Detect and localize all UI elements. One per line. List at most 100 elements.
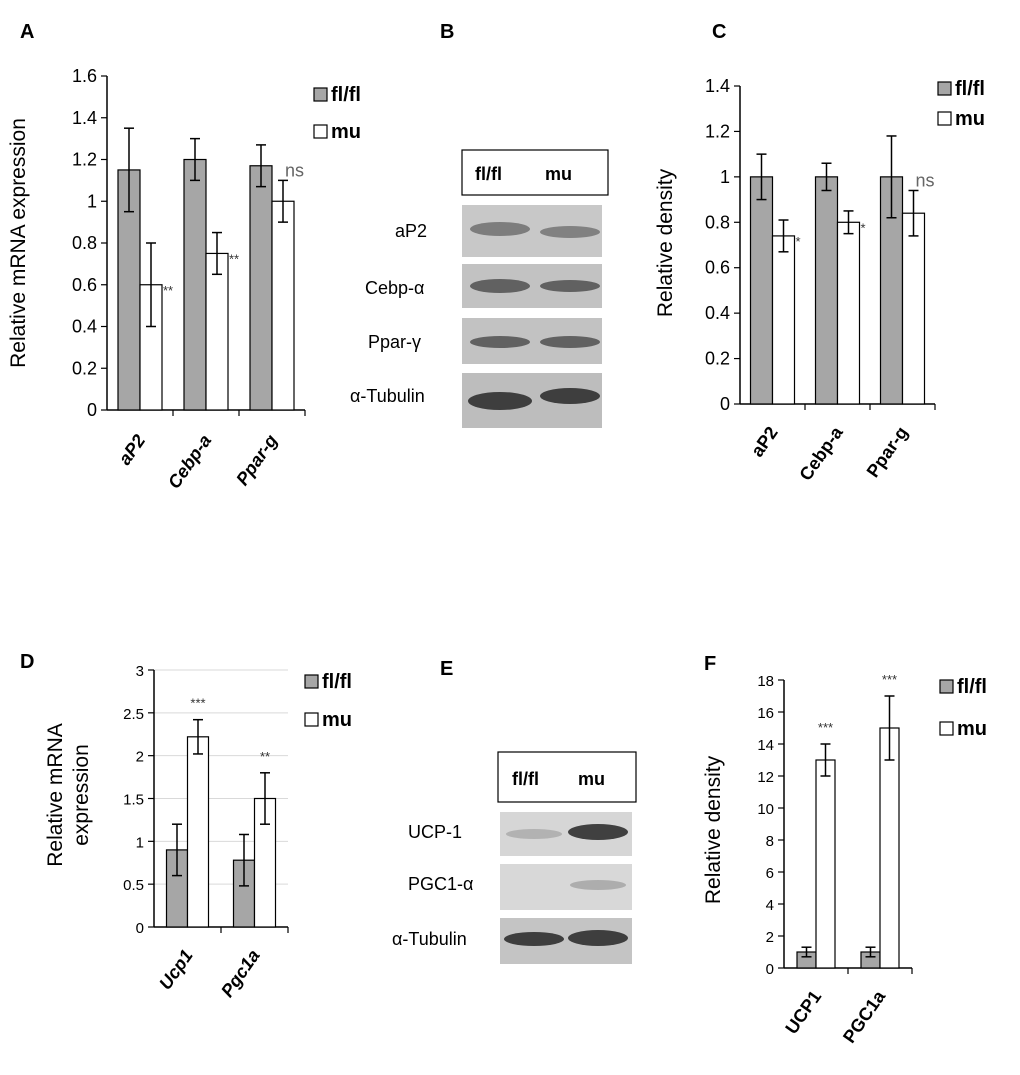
y-tick-label: 0.6 <box>72 275 97 295</box>
y-tick-label: 1 <box>87 191 97 211</box>
category-label: Cebp-a <box>795 422 847 484</box>
blot-b-row-label: α-Tubulin <box>350 386 425 406</box>
bar-mu <box>186 736 210 928</box>
y-tick-label: 1.2 <box>72 150 97 170</box>
significance-label: * <box>796 234 801 249</box>
legend-label: fl/fl <box>322 671 352 693</box>
blot-b-band <box>470 279 530 293</box>
blot-e-band <box>568 824 628 840</box>
y-tick-label: 1.4 <box>705 76 730 96</box>
blot-e-row-label: UCP-1 <box>408 822 462 842</box>
legend-swatch-mu <box>304 712 319 727</box>
y-tick-label: 10 <box>757 801 774 818</box>
bar-mu <box>815 759 836 969</box>
significance-label: ** <box>260 749 270 764</box>
y-tick-label: 0.4 <box>705 303 730 323</box>
y-tick-label: 6 <box>766 865 774 882</box>
panel-label-e: E <box>440 658 453 680</box>
legend-swatch-mu <box>939 721 954 736</box>
y-tick-label: 0.2 <box>72 358 97 378</box>
bar-mu <box>271 200 295 411</box>
category-label: Cebp-a <box>164 431 215 492</box>
y-axis-label: expression <box>70 744 93 846</box>
western-blot-b: fl/fl mu aP2 Cebp-α Ppar-γ α-Tubulin <box>350 149 609 428</box>
legend-label: fl/fl <box>331 84 361 106</box>
blot-e-header-mu: mu <box>578 769 605 789</box>
blot-e-band <box>504 932 564 946</box>
y-tick-label: 14 <box>757 737 774 754</box>
y-tick-label: 2 <box>766 929 774 946</box>
blot-e-band <box>570 880 626 890</box>
y-tick-label: 0 <box>720 394 730 414</box>
category-label: aP2 <box>115 431 150 469</box>
blot-e-row-label: α-Tubulin <box>392 929 467 949</box>
significance-label: * <box>861 220 866 235</box>
blot-e-band <box>568 930 628 946</box>
bar-mu <box>836 221 861 405</box>
chart-panel-f: 0 2 4 6 8 10 12 14 16 18 Relative density UCP1 PGC1a… <box>702 672 987 1047</box>
legend-label: mu <box>955 108 985 130</box>
blot-b-band <box>540 280 600 292</box>
y-tick-label: 3 <box>136 663 144 680</box>
category-label: UCP1 <box>781 987 825 1038</box>
blot-b-band <box>470 336 530 348</box>
y-tick-label: 0.4 <box>72 317 97 337</box>
blot-e-band <box>506 829 562 839</box>
panel-label-d: D <box>20 651 34 673</box>
blot-b-header-mu: mu <box>545 164 572 184</box>
bar-mu <box>879 727 900 969</box>
significance-label: *** <box>818 720 833 735</box>
y-axis-label: Relative mRNA expression <box>7 118 30 368</box>
legend-swatch-flfl <box>313 87 328 102</box>
legend-label: fl/fl <box>955 78 985 100</box>
legend-label: mu <box>322 709 352 731</box>
category-label: Ucp1 <box>155 946 197 994</box>
y-tick-label: 2.5 <box>123 706 144 723</box>
significance-label: ns <box>916 170 935 190</box>
y-tick-label: 2 <box>136 749 144 766</box>
blot-b-band <box>540 226 600 238</box>
significance-label: ** <box>229 251 239 266</box>
blot-b-header-box <box>461 149 609 196</box>
blot-b-band <box>540 336 600 348</box>
bar-mu <box>901 212 926 405</box>
category-label: Ppar-g <box>863 423 912 481</box>
blot-b-row-label: Cebp-α <box>365 278 424 298</box>
y-tick-label: 18 <box>757 673 774 690</box>
category-label: Pgc1a <box>217 946 264 1001</box>
y-tick-label: 1 <box>136 834 144 851</box>
legend-label: fl/fl <box>957 676 987 698</box>
y-axis-label: Relative density <box>702 755 725 904</box>
bar-flfl <box>249 165 273 411</box>
y-tick-label: 4 <box>766 897 774 914</box>
significance-label: ns <box>285 160 304 180</box>
panel-label-b: B <box>440 21 454 43</box>
y-tick-label: 12 <box>757 769 774 786</box>
blot-b-band <box>470 222 530 236</box>
y-tick-label: 0.5 <box>123 877 144 894</box>
y-tick-label: 1.5 <box>123 792 144 809</box>
y-tick-label: 1.4 <box>72 108 97 128</box>
y-tick-label: 1 <box>720 167 730 187</box>
significance-label: *** <box>190 696 205 711</box>
y-tick-label: 0.6 <box>705 258 730 278</box>
y-tick-label: 1.2 <box>705 121 730 141</box>
bar-flfl <box>183 158 207 411</box>
bar-flfl <box>814 176 839 405</box>
y-tick-label: 0 <box>766 961 774 978</box>
chart-panel-d: 0 0.5 1 1.5 2 2.5 3 Relative mRNA expression Ucp1… <box>44 663 352 1001</box>
blot-e-row-label: PGC1-α <box>408 874 473 894</box>
y-tick-label: 0.8 <box>705 212 730 232</box>
panel-label-a: A <box>20 21 34 43</box>
blot-e-header-flfl: fl/fl <box>512 769 539 789</box>
category-label: PGC1a <box>839 986 890 1047</box>
significance-label: ** <box>163 283 173 298</box>
y-tick-label: 16 <box>757 705 774 722</box>
y-tick-label: 0 <box>87 400 97 420</box>
y-tick-label: 1.6 <box>72 66 97 86</box>
y-tick-label: 0.2 <box>705 349 730 369</box>
blot-b-band <box>540 388 600 404</box>
category-label: Ppar-g <box>232 431 281 489</box>
blot-b-row-label: aP2 <box>395 221 427 241</box>
category-label: aP2 <box>747 423 782 461</box>
